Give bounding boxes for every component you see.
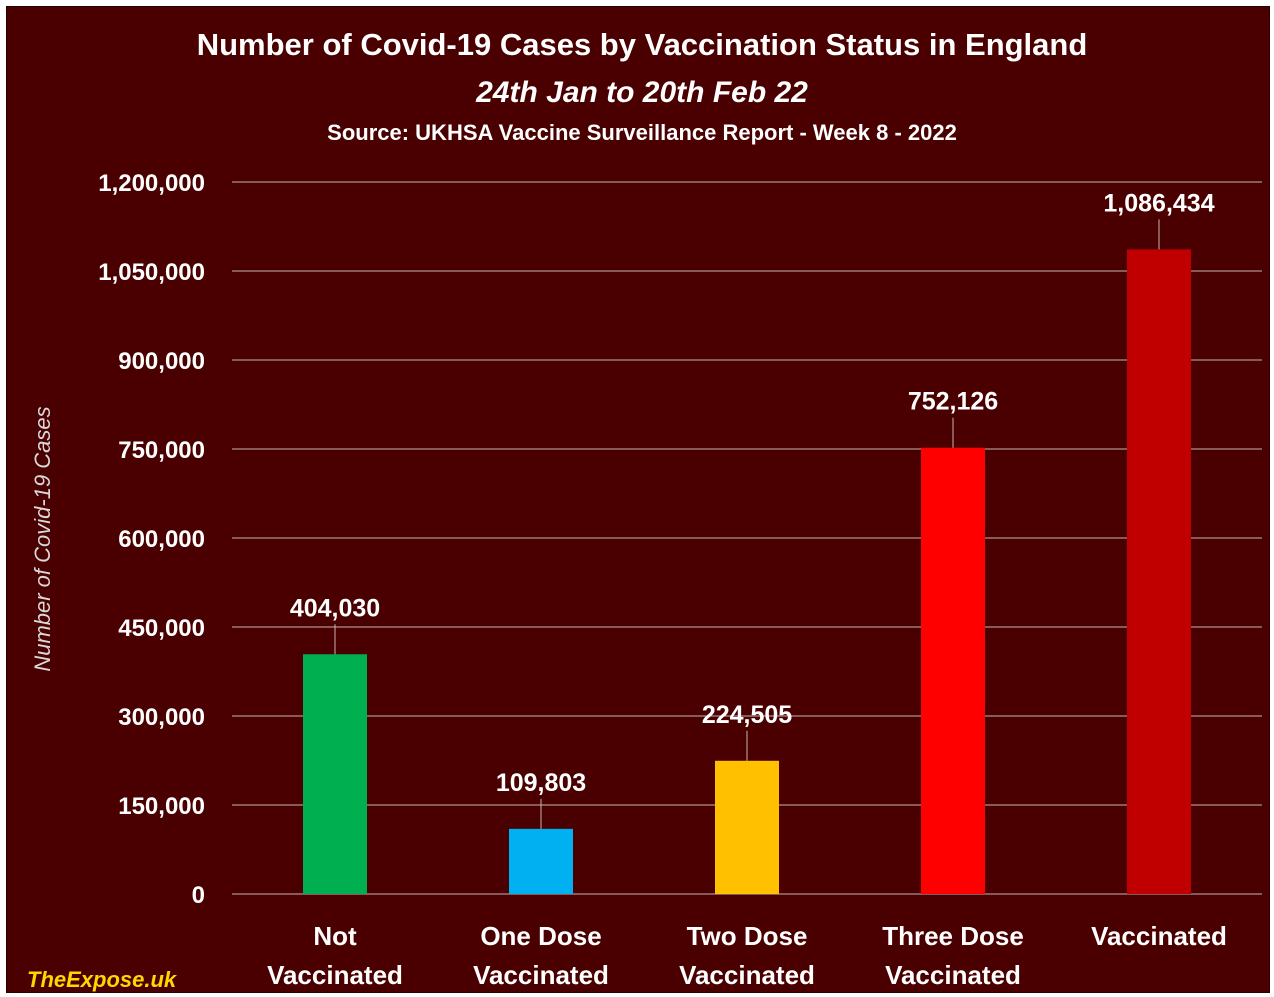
- x-tick-label: Vaccinated: [885, 960, 1021, 990]
- data-label: 1,086,434: [1103, 189, 1214, 217]
- y-tick-label: 300,000: [118, 704, 205, 731]
- watermark-text: TheExpose.uk: [27, 967, 178, 992]
- x-tick-label: Vaccinated: [1091, 921, 1227, 951]
- data-label: 404,030: [290, 594, 380, 622]
- gridlines: [232, 181, 1262, 895]
- x-tick-label: Three Dose: [882, 921, 1024, 951]
- bar: [1127, 249, 1191, 894]
- bar-chart: Number of Covid-19 Cases by Vaccination …: [27, 27, 1262, 992]
- y-tick-label: 1,050,000: [98, 259, 205, 286]
- y-tick-label: 750,000: [118, 437, 205, 464]
- y-tick-label: 0: [192, 882, 205, 909]
- y-tick-label: 1,200,000: [98, 170, 205, 197]
- bar: [715, 760, 779, 894]
- bar: [921, 447, 985, 894]
- x-tick-label: Vaccinated: [473, 960, 609, 990]
- y-tick-label: 450,000: [118, 615, 205, 642]
- y-axis-label: Number of Covid-19 Cases: [30, 406, 55, 671]
- x-tick-label: One Dose: [480, 921, 601, 951]
- bar: [509, 828, 573, 894]
- bar: [303, 654, 367, 894]
- y-tick-label: 150,000: [118, 793, 205, 820]
- x-tick-label: Two Dose: [687, 921, 808, 951]
- data-label: 109,803: [496, 769, 586, 797]
- x-tick-label: Vaccinated: [267, 960, 403, 990]
- y-axis-ticks: 0 150,000 300,000 450,000 600,000 750,000 900,…: [98, 170, 205, 909]
- chart-frame: Number of Covid-19 Cases by Vaccination …: [6, 6, 1270, 993]
- x-tick-label: Vaccinated: [679, 960, 815, 990]
- chart-subtitle: 24th Jan to 20th Feb 22: [475, 76, 808, 109]
- chart-source: Source: UKHSA Vaccine Surveillance Repor…: [327, 120, 957, 145]
- y-tick-label: 600,000: [118, 526, 205, 553]
- data-label: 752,126: [908, 388, 998, 416]
- data-labels: 404,030 109,803 224,505 752,126 1,086,434: [290, 189, 1215, 796]
- bars: [303, 249, 1191, 894]
- y-tick-label: 900,000: [118, 348, 205, 375]
- x-axis-ticks: Not Vaccinated One Dose Vaccinated Two Dose V…: [267, 921, 1227, 990]
- data-label: 224,505: [702, 701, 792, 729]
- x-tick-label: Not: [313, 921, 357, 951]
- chart-title: Number of Covid-19 Cases by Vaccination …: [197, 27, 1088, 62]
- data-label-leaders: [334, 219, 1160, 829]
